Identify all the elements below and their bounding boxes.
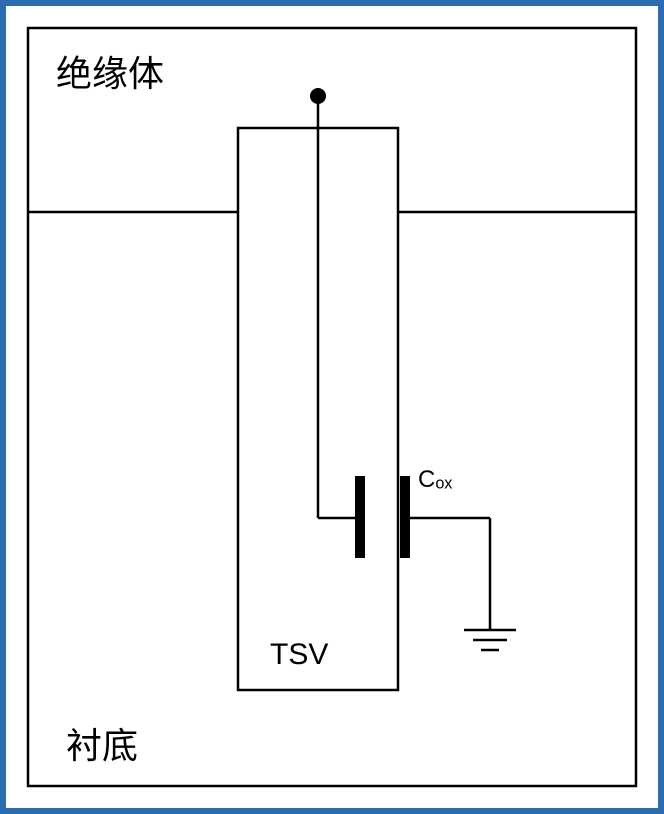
cap-plate-left bbox=[355, 476, 365, 558]
diagram-stage: 绝缘体 衬底 TSV Cₒₓ bbox=[0, 0, 664, 814]
label-substrate: 衬底 bbox=[66, 728, 138, 764]
label-insulator: 绝缘体 bbox=[56, 56, 164, 92]
label-cox: Cₒₓ bbox=[418, 468, 452, 492]
diagram-svg bbox=[0, 0, 664, 814]
cap-plate-right bbox=[400, 476, 410, 558]
label-tsv: TSV bbox=[270, 640, 328, 670]
